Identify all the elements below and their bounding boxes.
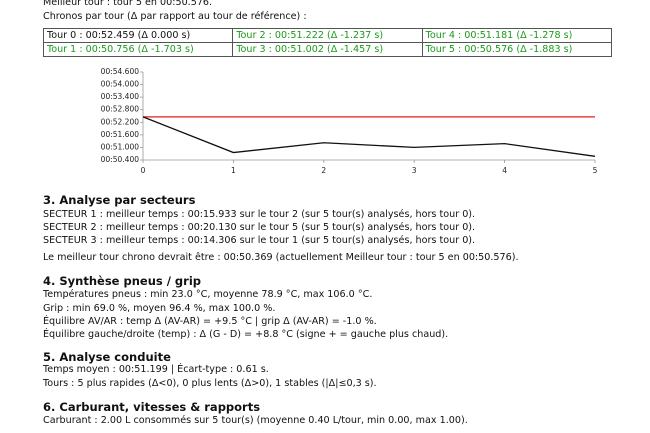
y-tick-label: 00:54.000 [101,80,140,89]
laps-intro: Chronos par tour (Δ par rapport au tour … [43,11,307,22]
series-line [142,116,596,157]
section-line: Équilibre AV/AR : temp Δ (AV-AR) = +9.5 … [43,316,377,327]
cell: Tour 4 : 00:51.181 (Δ -1.278 s) [421,28,613,43]
cell: Tour 5 : 00:50.576 (Δ -1.883 s) [421,42,613,57]
cell: Tour 3 : 00:51.002 (Δ -1.457 s) [232,42,423,57]
y-tick-label: 00:52.200 [101,117,140,126]
cell: Tour 1 : 00:50.756 (Δ -1.703 s) [42,42,234,57]
y-tick-label: 00:50.400 [101,155,140,164]
section-line: Grip : min 69.0 %, moyen 96.4 %, max 100… [43,303,276,314]
x-tick-label: 4 [502,166,507,175]
cell: Tour 0 : 00:52.459 (Δ 0.000 s) [42,28,234,43]
x-tick-label: 1 [231,166,236,175]
x-tick-label: 2 [321,166,326,175]
section-line: Temps moyen : 00:51.199 | Écart-type : 0… [43,364,269,375]
section-line: Tours : 5 plus rapides (Δ<0), 0 plus len… [43,378,377,389]
best-lap: Meilleur tour : tour 5 en 00:50.576. [43,0,213,8]
section-line: SECTEUR 2 : meilleur temps : 00:20.130 s… [43,222,476,233]
cell: Tour 2 : 00:51.222 (Δ -1.237 s) [232,28,423,43]
lap-chart: 00:54.600 00:54.000 00:53.400 00:52.800 00:5… [101,67,598,175]
section-title: 6. Carburant, vitesses & rapports [43,400,261,414]
x-tick-label: 0 [141,166,146,175]
y-tick-label: 00:53.400 [101,92,140,101]
section-line: Équilibre gauche/droite (temp) : Δ (G - … [43,329,449,340]
section-line: Le meilleur tour chrono devrait être : 0… [43,252,519,263]
section-line: SECTEUR 1 : meilleur temps : 00:15.933 s… [43,209,476,220]
section-title: 3. Analyse par secteurs [43,193,196,207]
laps-table: Tour 0 : 00:52.459 (Δ 0.000 s) Tour 2 : 0… [42,28,613,57]
section-line: Températures pneus : min 23.0 °C, moyenn… [43,289,373,300]
section-title: 4. Synthèse pneus / grip [43,274,202,288]
y-tick-label: 00:52.800 [101,105,140,114]
y-tick-label: 00:51.600 [101,130,140,139]
section-title: 5. Analyse conduite [43,350,171,364]
x-tick-label: 5 [593,166,598,175]
section-line: SECTEUR 3 : meilleur temps : 00:14.306 s… [43,235,476,246]
section-line: Carburant : 2.00 L consommés sur 5 tour(… [43,415,468,426]
y-tick-label: 00:54.600 [101,67,140,76]
x-tick-label: 3 [412,166,417,175]
y-tick-label: 00:51.000 [101,142,140,151]
